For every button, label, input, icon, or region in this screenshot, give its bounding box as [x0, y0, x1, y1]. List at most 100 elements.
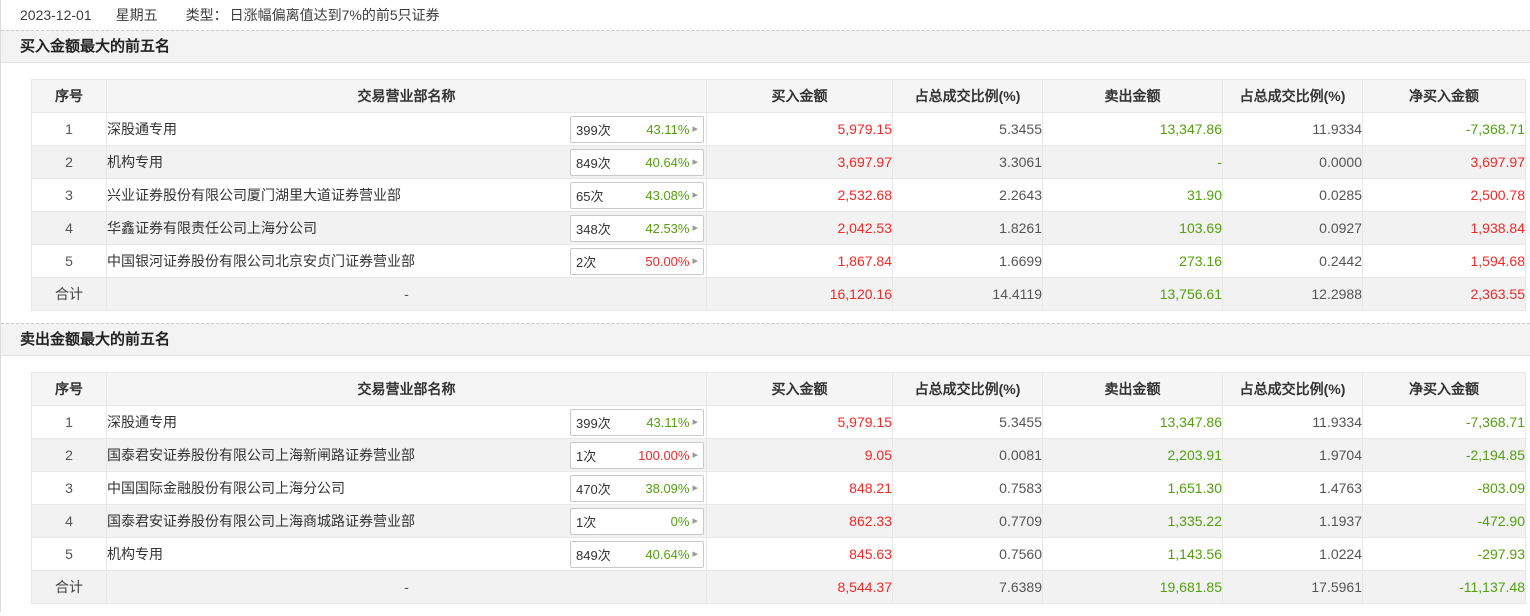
buy-amount-value: 5,979.15 [706, 112, 893, 146]
sell-amount-value: - [1042, 145, 1223, 179]
department-name-link[interactable]: 国泰君安证券股份有限公司上海新闸路证券营业部 [107, 447, 416, 463]
department-name-link[interactable]: 国泰君安证券股份有限公司上海商城路证券营业部 [107, 513, 416, 529]
appearance-count-badge[interactable]: 470次 38.09% ▸ [570, 474, 704, 502]
department-cell: 兴业证券股份有限公司厦门湖里大道证券营业部 65次 43.08% ▸ [106, 178, 707, 212]
department-cell: 深股通专用 399次 43.11% ▸ [106, 405, 707, 439]
sell-amount-value: 13,347.86 [1042, 112, 1223, 146]
win-rate-percent: 100.00% [638, 447, 690, 463]
department-cell: 华鑫证券有限责任公司上海分公司 348次 42.53% ▸ [106, 211, 707, 245]
sell-section-title: 卖出金额最大的前五名 [1, 323, 1530, 356]
win-rate-percent: 0% [670, 513, 690, 529]
total-buy-ratio: 7.6389 [892, 570, 1043, 604]
department-cell: 机构专用 849次 40.64% ▸ [106, 537, 707, 571]
row-number: 4 [31, 211, 107, 245]
total-sell-amount: 19,681.85 [1042, 570, 1223, 604]
chevron-right-icon: ▸ [692, 188, 698, 201]
win-rate-percent: 43.11% [646, 414, 690, 430]
sell-ratio-value: 1.0224 [1222, 537, 1363, 571]
appearance-count-badge[interactable]: 849次 40.64% ▸ [570, 148, 704, 176]
appearance-count-badge[interactable]: 399次 43.11% ▸ [570, 408, 704, 436]
net-buy-amount-value: -803.09 [1362, 471, 1526, 505]
chevron-right-icon: ▸ [692, 481, 698, 494]
row-number: 4 [31, 504, 107, 538]
appearance-count-badge[interactable]: 399次 43.11% ▸ [570, 115, 704, 143]
sell-amount-value: 1,335.22 [1042, 504, 1223, 538]
chevron-right-icon: ▸ [692, 547, 698, 560]
col-buy-ratio: 占总成交比例(%) [892, 79, 1043, 113]
sell-ratio-value: 11.9334 [1222, 112, 1363, 146]
buy-amount-value: 848.21 [706, 471, 893, 505]
win-rate-percent: 38.09% [645, 480, 690, 496]
col-buy-amount: 买入金额 [706, 372, 893, 406]
sell-amount-value: 2,203.91 [1042, 438, 1223, 472]
buy-top5-table: 序号 交易营业部名称 买入金额 占总成交比例(%) 卖出金额 占总成交比例(%)… [31, 79, 1526, 311]
total-net-buy-amount: -11,137.48 [1362, 570, 1526, 604]
net-buy-amount-value: -297.93 [1362, 537, 1526, 571]
sell-ratio-value: 1.1937 [1222, 504, 1363, 538]
sell-ratio-value: 0.0285 [1222, 178, 1363, 212]
buy-ratio-value: 0.7583 [892, 471, 1043, 505]
appearance-count: 348次 [576, 221, 611, 237]
sell-table-wrap: 序号 交易营业部名称 买入金额 占总成交比例(%) 卖出金额 占总成交比例(%)… [1, 356, 1530, 616]
appearance-count-badge[interactable]: 849次 40.64% ▸ [570, 540, 704, 568]
total-sell-amount: 13,756.61 [1042, 277, 1223, 311]
col-buy-ratio: 占总成交比例(%) [892, 372, 1043, 406]
total-buy-ratio: 14.4119 [892, 277, 1043, 311]
appearance-count-badge[interactable]: 1次 0% ▸ [570, 507, 704, 535]
department-name-link[interactable]: 深股通专用 [107, 121, 178, 137]
sell-ratio-value: 0.0000 [1222, 145, 1363, 179]
buy-ratio-value: 1.8261 [892, 211, 1043, 245]
buy-ratio-value: 0.7709 [892, 504, 1043, 538]
buy-ratio-value: 0.0081 [892, 438, 1043, 472]
table-row: 4 华鑫证券有限责任公司上海分公司 348次 42.53% ▸ 2,042.53… [31, 211, 1526, 245]
sell-amount-value: 13,347.86 [1042, 405, 1223, 439]
department-name-link[interactable]: 兴业证券股份有限公司厦门湖里大道证券营业部 [107, 187, 402, 203]
appearance-count: 1次 [576, 514, 597, 530]
appearance-count: 849次 [576, 155, 611, 171]
net-buy-amount-value: -7,368.71 [1362, 112, 1526, 146]
sell-ratio-value: 0.2442 [1222, 244, 1363, 278]
chevron-right-icon: ▸ [692, 155, 698, 168]
appearance-count-badge[interactable]: 65次 43.08% ▸ [570, 181, 704, 209]
department-name-link[interactable]: 深股通专用 [107, 414, 178, 430]
trade-date: 2023-12-01 [20, 7, 92, 23]
appearance-count-badge[interactable]: 348次 42.53% ▸ [570, 214, 704, 242]
chevron-right-icon: ▸ [692, 254, 698, 267]
department-name-link[interactable]: 中国银河证券股份有限公司北京安贞门证券营业部 [107, 253, 416, 269]
row-number: 5 [31, 244, 107, 278]
total-row: 合计 - 8,544.37 7.6389 19,681.85 17.5961 -… [31, 570, 1526, 604]
buy-amount-value: 9.05 [706, 438, 893, 472]
appearance-count-badge[interactable]: 1次 100.00% ▸ [570, 441, 704, 469]
department-cell: 中国银河证券股份有限公司北京安贞门证券营业部 2次 50.00% ▸ [106, 244, 707, 278]
appearance-count: 2次 [576, 254, 597, 270]
net-buy-amount-value: 1,938.84 [1362, 211, 1526, 245]
chevron-right-icon: ▸ [692, 122, 698, 135]
buy-ratio-value: 5.3455 [892, 112, 1043, 146]
buy-amount-value: 2,042.53 [706, 211, 893, 245]
department-name-link[interactable]: 机构专用 [107, 154, 164, 170]
weekday-label: 星期五 [115, 7, 158, 23]
total-department-placeholder: - [106, 570, 707, 604]
buy-amount-value: 862.33 [706, 504, 893, 538]
department-name-link[interactable]: 华鑫证券有限责任公司上海分公司 [107, 220, 318, 236]
date-bar: 2023-12-01 星期五 类型： 日涨幅偏离值达到7%的前5只证券 [1, 0, 1530, 30]
col-sell-ratio: 占总成交比例(%) [1222, 79, 1363, 113]
buy-table-body: 1 深股通专用 399次 43.11% ▸ 5,979.15 5.3455 13… [31, 112, 1526, 311]
win-rate-percent: 42.53% [645, 220, 690, 236]
appearance-count-badge[interactable]: 2次 50.00% ▸ [570, 247, 704, 275]
header-row: 序号 交易营业部名称 买入金额 占总成交比例(%) 卖出金额 占总成交比例(%)… [31, 79, 1526, 113]
table-row: 1 深股通专用 399次 43.11% ▸ 5,979.15 5.3455 13… [31, 112, 1526, 146]
department-cell: 国泰君安证券股份有限公司上海商城路证券营业部 1次 0% ▸ [106, 504, 707, 538]
win-rate-percent: 50.00% [645, 253, 690, 269]
appearance-count: 470次 [576, 481, 611, 497]
net-buy-amount-value: -472.90 [1362, 504, 1526, 538]
total-label: 合计 [31, 277, 107, 311]
department-name-link[interactable]: 机构专用 [107, 546, 164, 562]
buy-amount-value: 3,697.97 [706, 145, 893, 179]
table-row: 5 中国银河证券股份有限公司北京安贞门证券营业部 2次 50.00% ▸ 1,8… [31, 244, 1526, 278]
sell-table-body: 1 深股通专用 399次 43.11% ▸ 5,979.15 5.3455 13… [31, 405, 1526, 604]
row-number: 2 [31, 145, 107, 179]
department-name-link[interactable]: 中国国际金融股份有限公司上海分公司 [107, 480, 346, 496]
row-number: 3 [31, 178, 107, 212]
